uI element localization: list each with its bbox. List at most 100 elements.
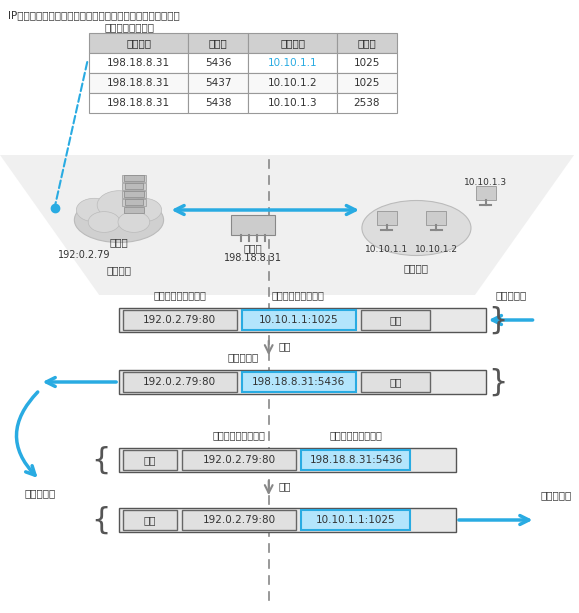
Text: 数据: 数据 [389, 315, 402, 325]
FancyBboxPatch shape [337, 93, 397, 113]
FancyBboxPatch shape [476, 186, 496, 200]
Text: 192.0.2.79:80: 192.0.2.79:80 [203, 515, 276, 525]
FancyBboxPatch shape [248, 33, 337, 53]
FancyBboxPatch shape [248, 53, 337, 73]
FancyBboxPatch shape [427, 211, 446, 225]
Text: 198.18.8.31: 198.18.8.31 [107, 78, 170, 88]
FancyBboxPatch shape [242, 310, 356, 330]
Text: }: } [488, 368, 507, 397]
FancyBboxPatch shape [119, 508, 456, 532]
FancyBboxPatch shape [122, 183, 146, 190]
Text: 10.10.1.1:1025: 10.10.1.1:1025 [259, 315, 338, 325]
FancyBboxPatch shape [123, 450, 178, 470]
Text: 10.10.1.3: 10.10.1.3 [464, 178, 507, 187]
Ellipse shape [76, 198, 112, 222]
Text: 地址和端口对应表: 地址和端口对应表 [104, 22, 154, 32]
Ellipse shape [88, 211, 120, 232]
FancyArrowPatch shape [16, 392, 38, 475]
FancyBboxPatch shape [231, 215, 274, 235]
FancyBboxPatch shape [119, 370, 486, 394]
Ellipse shape [126, 198, 162, 222]
Text: 接收方地址：端口号: 接收方地址：端口号 [329, 430, 382, 440]
FancyBboxPatch shape [188, 73, 248, 93]
Text: 接收方地址：端口号: 接收方地址：端口号 [153, 290, 206, 300]
FancyBboxPatch shape [125, 183, 143, 189]
FancyBboxPatch shape [361, 310, 430, 330]
Text: 来自服务器: 来自服务器 [24, 488, 55, 498]
Text: 发送方地址：端口号: 发送方地址：端口号 [272, 290, 325, 300]
Text: 1025: 1025 [354, 78, 380, 88]
Text: 2538: 2538 [354, 98, 380, 108]
FancyBboxPatch shape [123, 372, 237, 392]
FancyBboxPatch shape [125, 199, 143, 205]
FancyBboxPatch shape [122, 191, 146, 198]
Text: 198.18.8.31: 198.18.8.31 [224, 253, 282, 263]
Text: 192:0.2.79: 192:0.2.79 [58, 250, 111, 260]
Text: 5437: 5437 [205, 78, 232, 88]
FancyBboxPatch shape [188, 53, 248, 73]
FancyBboxPatch shape [337, 33, 397, 53]
Text: 10.10.1.3: 10.10.1.3 [267, 98, 317, 108]
Ellipse shape [97, 191, 141, 219]
FancyBboxPatch shape [182, 510, 296, 530]
Text: 10.10.1.2: 10.10.1.2 [267, 78, 317, 88]
FancyBboxPatch shape [124, 191, 144, 197]
Text: 公有地址: 公有地址 [107, 265, 131, 275]
Text: 10.10.1.1:1025: 10.10.1.1:1025 [316, 515, 396, 525]
FancyBboxPatch shape [123, 510, 178, 530]
FancyBboxPatch shape [182, 450, 296, 470]
Ellipse shape [118, 211, 150, 232]
FancyBboxPatch shape [337, 53, 397, 73]
Text: 私有地址: 私有地址 [404, 263, 429, 273]
FancyBboxPatch shape [89, 73, 188, 93]
Text: {: { [91, 446, 111, 474]
Text: 发送方地址：端口号: 发送方地址：端口号 [212, 430, 265, 440]
FancyBboxPatch shape [302, 510, 411, 530]
FancyBboxPatch shape [89, 53, 188, 73]
Text: 10.10.1.1: 10.10.1.1 [365, 245, 408, 254]
Text: {: { [91, 506, 111, 535]
Text: 服务器: 服务器 [109, 237, 129, 247]
Text: 10.10.1.2: 10.10.1.2 [415, 245, 458, 254]
FancyBboxPatch shape [119, 308, 486, 332]
FancyBboxPatch shape [337, 73, 397, 93]
Text: 192.0.2.79:80: 192.0.2.79:80 [203, 455, 276, 465]
Text: 数据: 数据 [144, 455, 156, 465]
FancyBboxPatch shape [124, 175, 144, 181]
Text: 5438: 5438 [205, 98, 232, 108]
FancyBboxPatch shape [248, 73, 337, 93]
Text: 发往服务器: 发往服务器 [228, 352, 259, 362]
Text: 数据: 数据 [389, 377, 402, 387]
Text: 转换: 转换 [278, 481, 291, 491]
Ellipse shape [74, 197, 164, 243]
Text: 来自客户端: 来自客户端 [495, 290, 526, 300]
Text: 192.0.2.79:80: 192.0.2.79:80 [143, 315, 216, 325]
Text: 私有地址: 私有地址 [280, 38, 305, 48]
FancyBboxPatch shape [248, 93, 337, 113]
FancyBboxPatch shape [242, 372, 356, 392]
Text: 198.18.8.31: 198.18.8.31 [107, 58, 170, 68]
FancyBboxPatch shape [123, 310, 237, 330]
Text: 198.18.8.31:5436: 198.18.8.31:5436 [309, 455, 402, 465]
Text: 5436: 5436 [205, 58, 232, 68]
FancyBboxPatch shape [122, 175, 146, 182]
Text: 10.10.1.1: 10.10.1.1 [267, 58, 317, 68]
FancyBboxPatch shape [122, 199, 146, 206]
Text: IP地址相同，但端口不同，因此可以识别出对应哪个私有地址: IP地址相同，但端口不同，因此可以识别出对应哪个私有地址 [8, 10, 179, 20]
FancyBboxPatch shape [89, 33, 188, 53]
FancyBboxPatch shape [119, 448, 456, 472]
Text: 198.18.8.31:5436: 198.18.8.31:5436 [252, 377, 345, 387]
Text: 端口号: 端口号 [357, 38, 376, 48]
FancyBboxPatch shape [188, 93, 248, 113]
Text: 公有地址: 公有地址 [126, 38, 151, 48]
FancyBboxPatch shape [361, 372, 430, 392]
Text: 198.18.8.31: 198.18.8.31 [107, 98, 170, 108]
Text: 192.0.2.79:80: 192.0.2.79:80 [143, 377, 216, 387]
FancyBboxPatch shape [188, 33, 248, 53]
Text: 转换: 转换 [278, 341, 291, 351]
Ellipse shape [362, 200, 471, 256]
Text: 路由器: 路由器 [243, 243, 262, 253]
FancyBboxPatch shape [124, 207, 144, 213]
FancyBboxPatch shape [89, 93, 188, 113]
Text: }: } [488, 305, 507, 335]
